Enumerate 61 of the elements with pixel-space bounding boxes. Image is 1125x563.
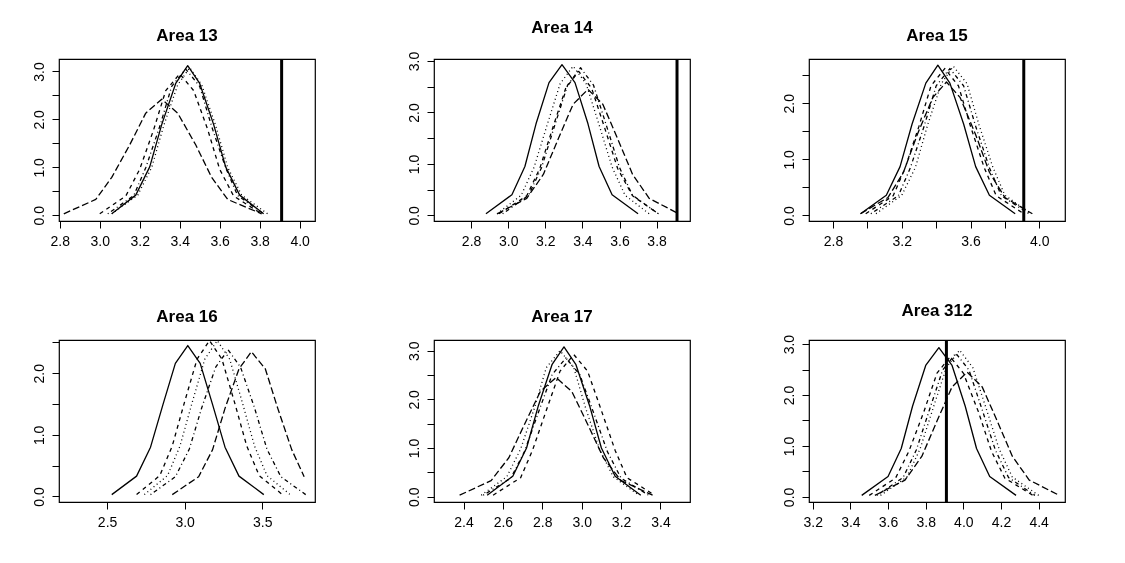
x-tick-label: 3.0 — [175, 513, 196, 530]
chart-title: Area 312 — [901, 301, 973, 321]
y-tick-label: 2.0 — [780, 93, 797, 114]
x-tick-label: 3.0 — [90, 232, 111, 249]
x-tick-label: 3.8 — [916, 513, 937, 530]
y-tick-label: 2.0 — [30, 109, 47, 130]
y-tick-label: 0.0 — [780, 487, 797, 508]
x-tick-label: 4.0 — [290, 232, 311, 249]
y-tick-label: 2.0 — [780, 385, 797, 406]
y-tick-label: 1.0 — [405, 154, 422, 175]
x-tick-label: 3.2 — [130, 232, 151, 249]
x-tick-label: 2.8 — [50, 232, 71, 249]
y-tick-label: 1.0 — [30, 157, 47, 178]
y-tick-label: 2.0 — [30, 363, 47, 384]
y-tick-label: 3.0 — [405, 341, 422, 361]
x-tick-label: 3.2 — [536, 232, 556, 249]
y-tick-label: 2.0 — [405, 389, 422, 410]
y-tick-label: 3.0 — [405, 51, 422, 72]
x-tick-label: 3.0 — [498, 232, 519, 249]
x-tick-label: 3.6 — [961, 232, 981, 249]
x-tick-label: 3.2 — [611, 513, 632, 530]
x-tick-label: 2.4 — [454, 513, 474, 530]
x-tick-label: 3.6 — [878, 513, 899, 530]
x-tick-label: 4.0 — [954, 513, 974, 530]
x-tick-label: 3.6 — [210, 232, 231, 249]
y-tick-label: 0.0 — [780, 205, 797, 226]
x-tick-label: 3.2 — [892, 232, 913, 249]
x-tick-label: 2.8 — [823, 232, 844, 249]
x-tick-label: 3.5 — [253, 513, 273, 530]
x-tick-label: 3.8 — [647, 232, 668, 249]
x-tick-label: 2.8 — [533, 513, 553, 530]
x-tick-label: 3.0 — [572, 513, 593, 530]
chart-title: Area 17 — [531, 307, 593, 326]
chart-title: Area 13 — [156, 26, 218, 45]
y-tick-label: 1.0 — [405, 438, 422, 459]
x-tick-label: 3.4 — [573, 232, 593, 249]
y-tick-label: 3.0 — [30, 62, 47, 82]
x-tick-label: 2.5 — [97, 513, 118, 530]
x-tick-label: 4.2 — [991, 513, 1012, 530]
x-tick-label: 3.8 — [250, 232, 271, 249]
x-tick-label: 2.8 — [461, 232, 482, 249]
x-tick-label: 3.4 — [651, 513, 671, 530]
x-tick-label: 3.6 — [610, 232, 630, 249]
chart-title: Area 15 — [906, 26, 968, 45]
x-tick-label: 4.0 — [1029, 232, 1050, 249]
y-tick-label: 3.0 — [780, 334, 797, 355]
x-tick-label: 3.2 — [803, 513, 824, 530]
y-tick-label: 0.0 — [30, 205, 47, 226]
y-tick-label: 0.0 — [405, 205, 422, 226]
y-tick-label: 2.0 — [405, 103, 422, 123]
y-tick-label: 0.0 — [30, 487, 47, 507]
y-tick-label: 1.0 — [780, 436, 797, 457]
chart-title: Area 16 — [156, 307, 218, 326]
chart-title: Area 14 — [531, 18, 594, 38]
y-tick-label: 0.0 — [405, 487, 422, 507]
y-tick-label: 1.0 — [30, 425, 47, 446]
x-tick-label: 2.6 — [493, 513, 514, 530]
x-tick-label: 3.4 — [170, 232, 191, 249]
y-tick-label: 1.0 — [780, 149, 797, 170]
x-tick-label: 4.4 — [1029, 513, 1050, 530]
x-tick-label: 3.4 — [841, 513, 861, 530]
